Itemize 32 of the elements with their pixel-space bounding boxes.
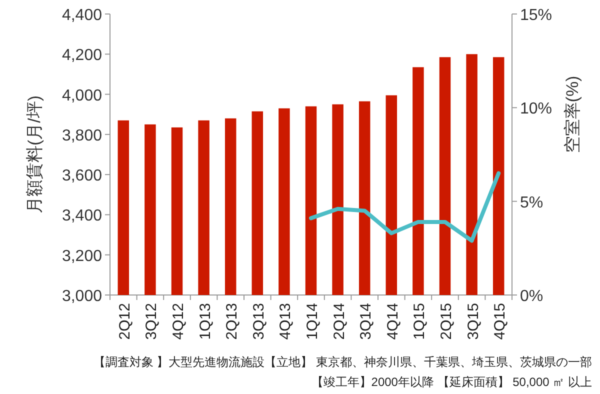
- y2-tick-label: 10%: [520, 100, 552, 118]
- y-tick-label: 4,200: [62, 47, 102, 64]
- x-tick-label: 4Q14: [384, 303, 402, 340]
- x-tick-label: 2Q12: [116, 303, 134, 340]
- x-tick-label: 4Q13: [277, 303, 294, 340]
- x-tick-label: 4Q12: [170, 303, 187, 340]
- x-tick-label: 1Q14: [304, 303, 321, 340]
- x-tick-label: 2Q13: [224, 303, 241, 340]
- y-tick-label: 3,000: [62, 288, 102, 305]
- x-tick-label: 3Q13: [250, 303, 268, 340]
- x-tick-label: 2Q14: [330, 303, 348, 340]
- y2-tick-label: 5%: [520, 194, 544, 212]
- y2-tick-label: 0%: [520, 288, 544, 305]
- x-tick-label: 4Q15: [492, 303, 509, 340]
- y-tick-label: 3,200: [62, 248, 102, 265]
- y-tick-label: 4,000: [62, 87, 102, 104]
- x-tick-label: 1Q13: [196, 303, 214, 340]
- y2-tick-label: 15%: [520, 7, 552, 24]
- y-tick-label: 4,400: [62, 7, 102, 24]
- y2-axis-title: 空室率(%): [563, 76, 582, 154]
- text: 【竣工年】2000年以降 【延床面積】 50,000 ㎡ 以上: [311, 375, 592, 389]
- x-tick-label: 2Q15: [438, 303, 455, 340]
- y-tick-label: 3,400: [62, 208, 102, 225]
- line-series: [309, 171, 501, 243]
- x-tick-label: 3Q14: [358, 303, 375, 340]
- y-axis-title: 月額賃料(月/坪): [25, 95, 44, 214]
- y-tick-label: 3,800: [62, 127, 102, 144]
- text: 【調査対象 】大型先進物流施設【立地】 東京都、神奈川県、千葉県、埼玉県、茨城県の一部: [93, 355, 592, 369]
- x-tick-label: 3Q12: [143, 303, 160, 340]
- y-tick-label: 3,600: [62, 168, 102, 185]
- x-tick-label: 3Q15: [464, 303, 482, 340]
- x-tick-label: 1Q15: [411, 303, 428, 340]
